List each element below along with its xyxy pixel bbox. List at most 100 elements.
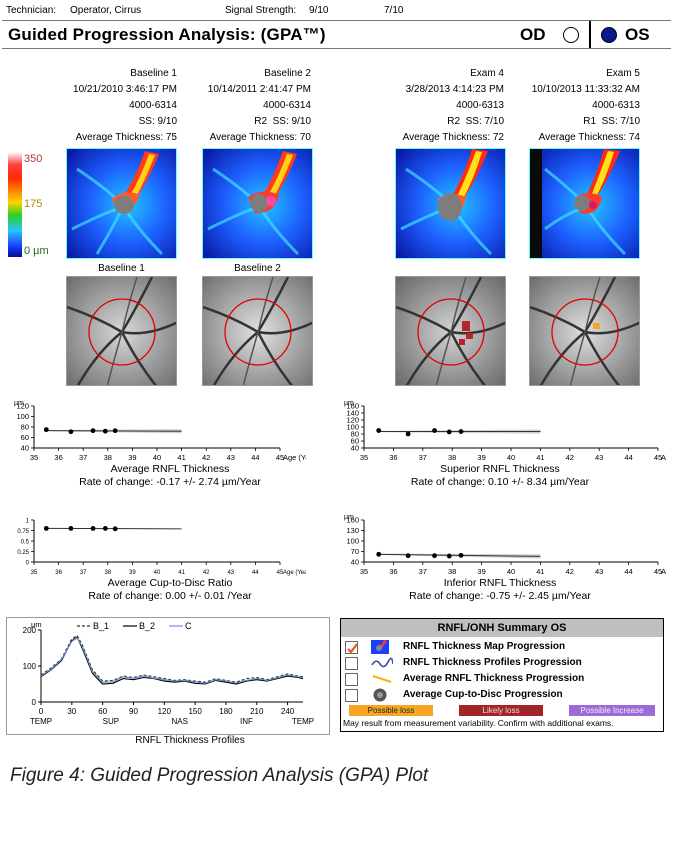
exam-tag: R2 [254,116,268,127]
thickness-map-exam-4 [395,148,506,259]
data-point [102,428,108,434]
inferior-rnfl-chart: µm16013010070403536373839404142434445Age… [344,514,666,576]
od-radio[interactable] [563,27,579,43]
thickness-map-baseline-1 [66,148,177,259]
x-tick-label: 38 [104,453,112,462]
x-tick-label: 44 [251,453,259,462]
x-tick-label: 44 [624,567,632,576]
thickness-map-icon [371,640,395,654]
summary-checkbox[interactable] [345,689,358,702]
x-tick-label: 42 [566,567,574,576]
exam-date: 10/21/2010 3:46:17 PM [73,84,177,95]
fundus-label-baseline-2: Baseline 2 [234,263,281,274]
y-unit-label: µm [31,620,42,629]
summary-title: RNFL/ONH Summary OS [341,619,663,637]
x-tick-label: 45 [277,570,284,576]
superior-rnfl-rate: Rate of change: 0.10 +/- 8.34 µm/Year [410,476,590,488]
x-tick-label: 0 [39,707,44,716]
exam-info-exam-5: Exam 5 10/10/2013 11:33:32 AM 4000-6313 … [520,66,640,146]
technician-label: Technician: [6,5,57,16]
avg-rnfl-chart-title: Average RNFL Thickness [110,463,230,475]
cup-disc-chart-title: Average Cup-to-Disc Ratio [107,577,233,589]
y-unit-label: µm [344,514,354,521]
signal-strength-value-2: 7/10 [384,5,404,16]
technician-value: Operator, Cirrus [70,5,142,16]
data-point [68,526,74,531]
legend-label: C [185,621,192,631]
fundus-image-exam-5 [529,276,640,386]
exam-ss: SS: 9/10 [272,116,311,127]
fundus-label-baseline-1: Baseline 1 [98,263,145,274]
exam-id: 4000-6313 [456,100,504,111]
data-point [432,428,437,433]
x-axis-label: Age (Years) [283,453,306,462]
y-tick-label: 160 [346,516,359,525]
y-tick-label: 80 [21,423,29,432]
x-category-label: INF [240,717,253,726]
data-point [458,429,464,434]
x-tick-label: 42 [202,453,210,462]
legend-likely-loss: Likely loss [459,705,543,716]
eye-selector: OD OS [505,21,671,48]
exam-name: Exam 5 [606,68,640,79]
x-tick-label: 36 [55,570,62,576]
data-point [43,526,49,531]
od-label: OD [520,25,546,44]
exam-info-baseline-2: Baseline 2 10/14/2011 2:41:47 PM 4000-63… [191,66,311,146]
rnfl-profiles-panel: µm 200 100 0 0 30 60 90 120 150 180 210 240 TEMP SUP NA… [6,617,330,735]
signal-strength-value-1: 9/10 [309,5,329,16]
exam-ss: SS: 7/10 [465,116,504,127]
x-tick-label: 120 [158,707,172,716]
exam-date: 10/10/2013 11:33:32 AM [531,84,640,95]
x-tick-label: 45 [654,567,662,576]
cup-disc-chart: 1 0.75 0.5 0.25 035 36 37 38 39 40 41 42 43 44 45 Age (… [17,519,306,577]
y-tick-label: 100 [346,537,359,546]
y-tick-label: 40 [351,444,359,453]
y-tick-label: 120 [16,402,29,411]
exam-avg: Average Thickness: 70 [209,132,311,143]
summary-checkbox[interactable] [345,657,358,670]
os-radio[interactable] [601,27,617,43]
exam-name: Exam 4 [470,68,504,79]
y-tick-label: 1 [26,519,30,525]
rnfl-profiles-title: RNFL Thickness Profiles [135,735,245,746]
summary-note: May result from measurement variability.… [343,718,614,728]
y-tick-label: 0 [26,561,30,567]
exam-id: 4000-6314 [263,100,311,111]
superior-rnfl-chart-title: Superior RNFL Thickness [440,463,560,475]
exam-info-exam-4: Exam 4 3/28/2013 4:14:23 PM 4000-6313 R2… [384,66,504,146]
summary-label: RNFL Thickness Map Progression [403,641,566,652]
summary-row-average-rnfl: Average RNFL Thickness Progression [345,672,661,688]
x-tick-label: 44 [624,453,632,462]
x-tick-label: 35 [31,570,38,576]
scale-bottom-label: 0 µm [24,245,49,257]
x-tick-label: 39 [477,453,485,462]
x-tick-label: 38 [448,567,456,576]
x-category-label: SUP [103,717,119,726]
signal-strength-label: Signal Strength: [225,5,297,16]
y-tick-label: 0.5 [21,540,30,546]
x-tick-label: 40 [507,453,515,462]
x-tick-label: 39 [128,453,136,462]
x-tick-label: 30 [67,707,76,716]
summary-checkbox[interactable] [345,641,358,654]
x-tick-label: 36 [54,453,62,462]
figure-caption: Figure 4: Guided Progression Analysis (G… [10,765,429,786]
y-tick-label: 60 [351,437,359,446]
summary-row-thickness-map: RNFL Thickness Map Progression [345,640,661,656]
y-tick-label: 40 [351,558,359,567]
x-tick-label: 43 [595,567,603,576]
x-tick-label: 37 [79,453,87,462]
summary-row-profiles: RNFL Thickness Profiles Progression [345,656,661,672]
exam-date: 3/28/2013 4:14:23 PM [405,84,504,95]
summary-checkbox[interactable] [345,673,358,686]
data-point [446,553,452,559]
exam-avg: Average Thickness: 75 [75,132,177,143]
x-tick-label: 39 [477,567,485,576]
y-tick-label: 130 [346,526,359,535]
x-axis-label: Age (Years) [661,453,666,462]
y-tick-label: 160 [346,402,359,411]
summary-row-cup-disc: Average Cup-to-Disc Progression [345,688,661,704]
